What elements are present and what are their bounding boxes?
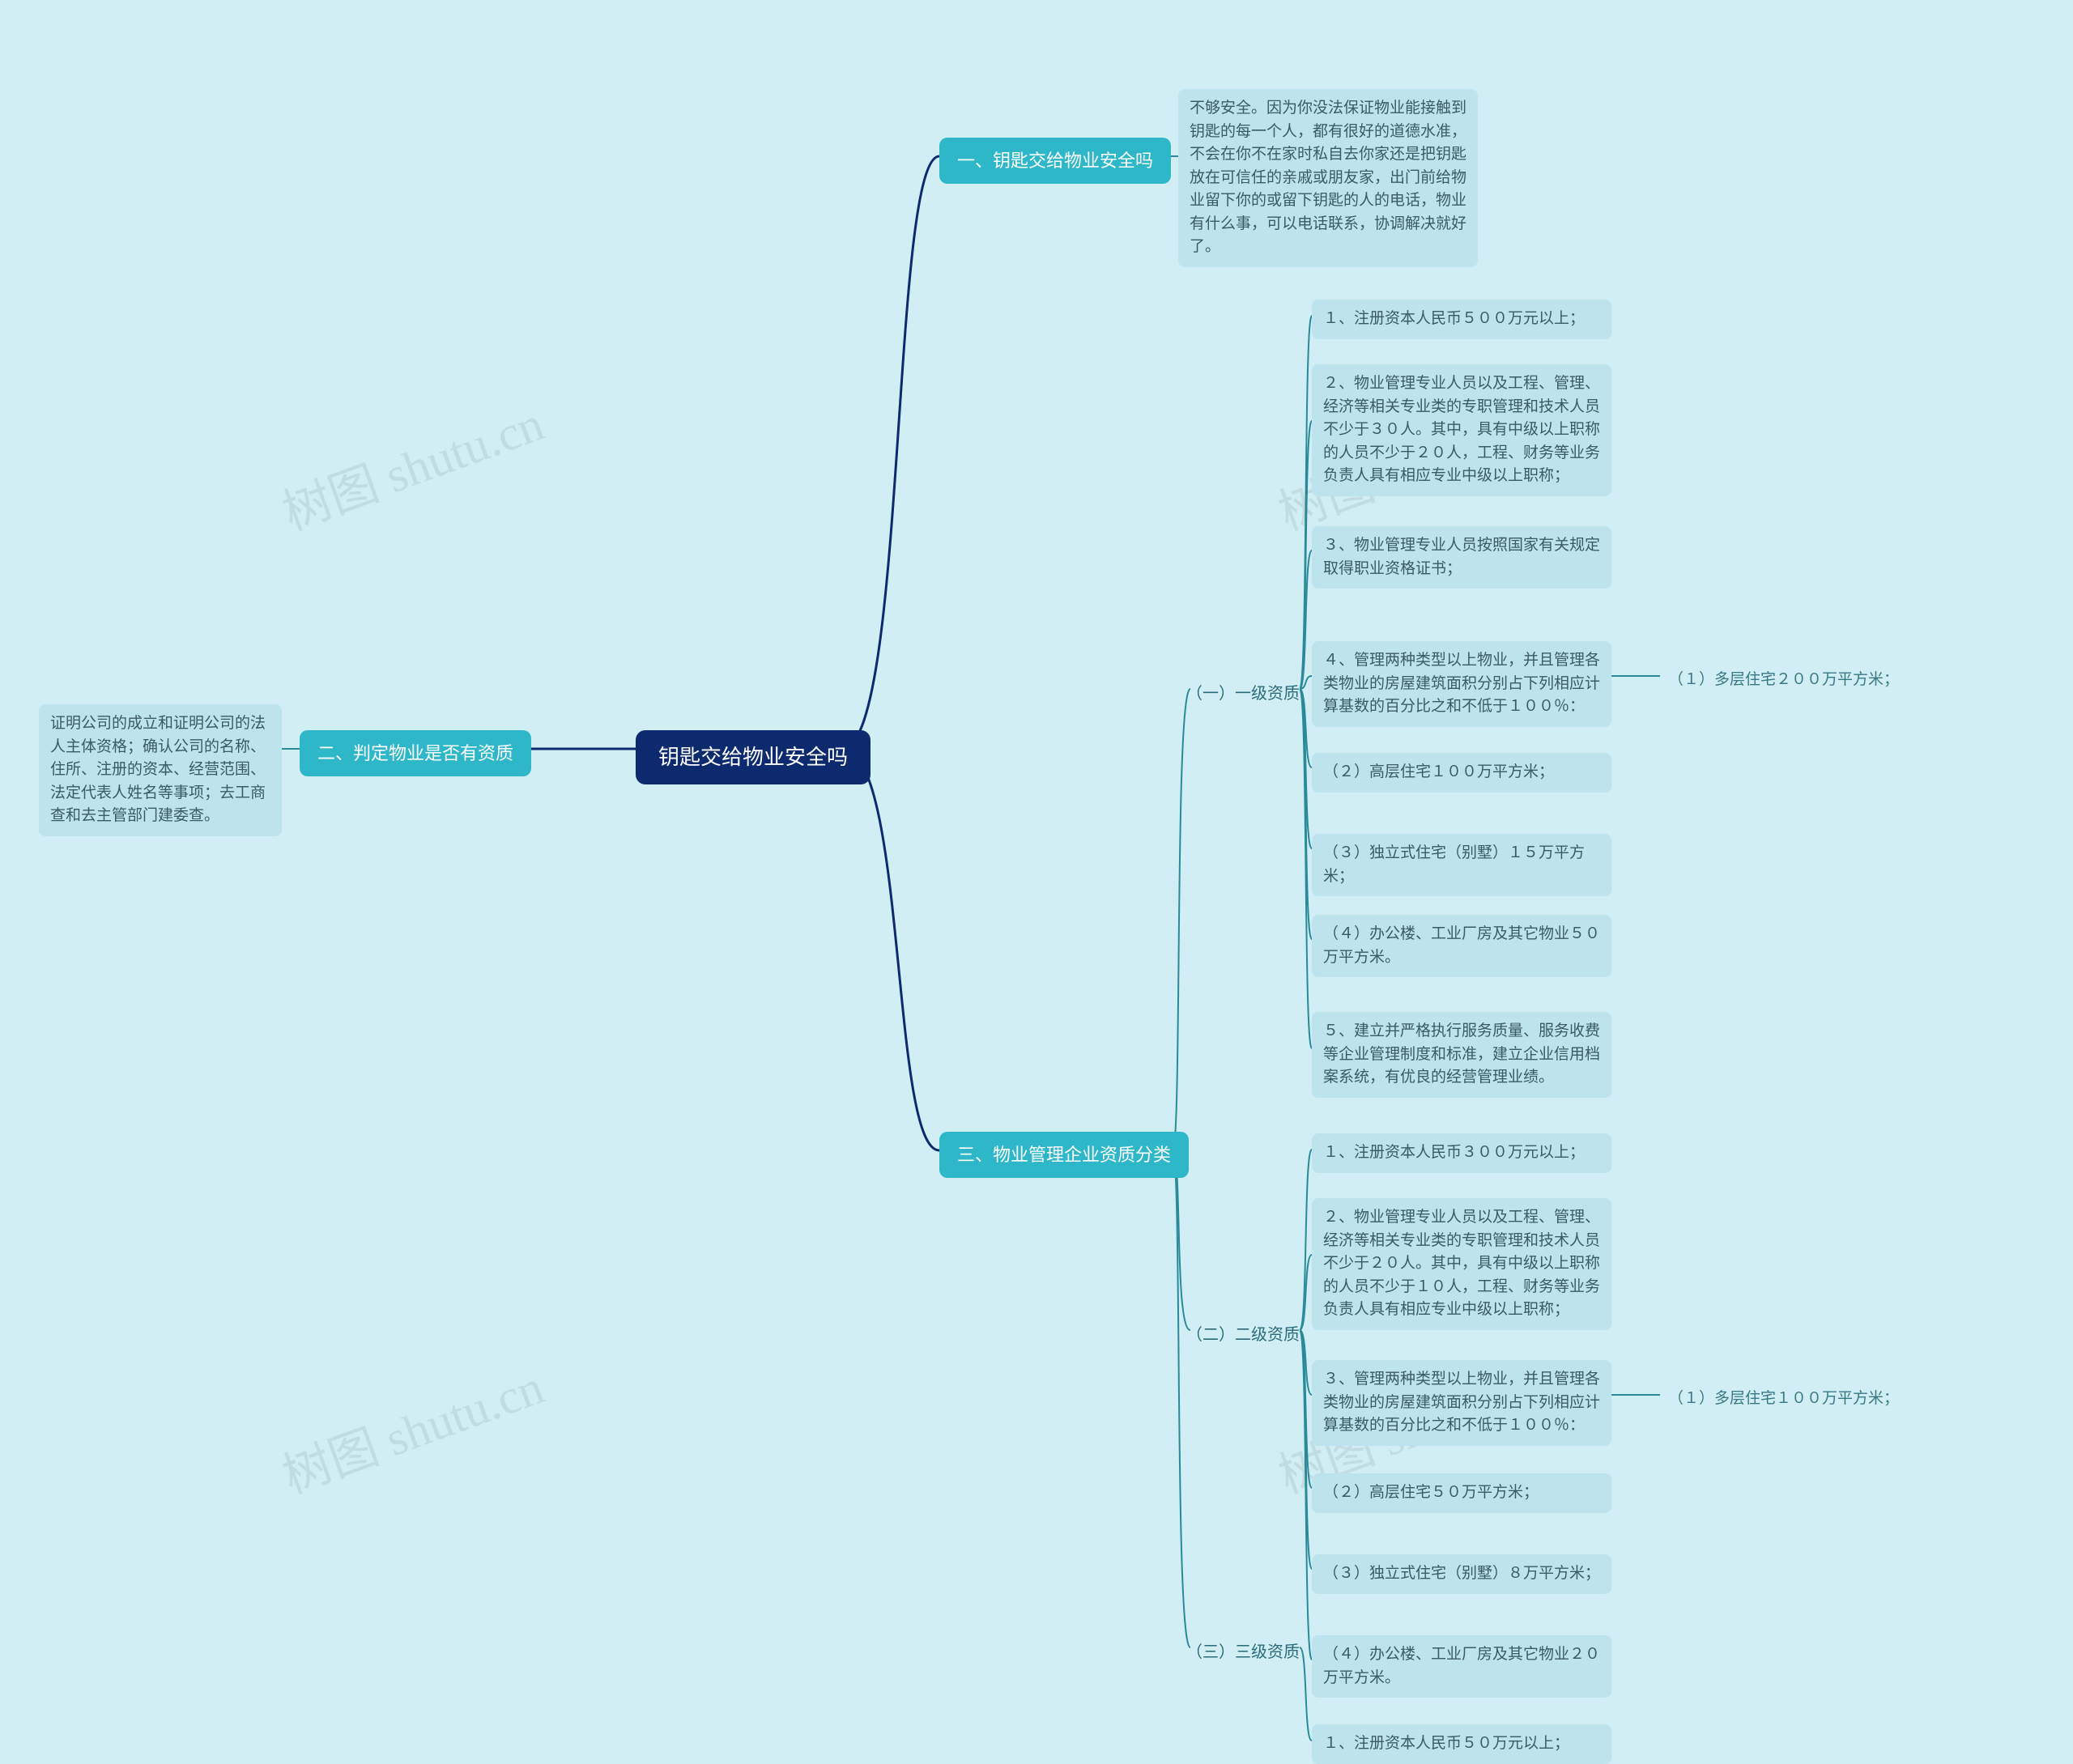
group-1-item-0: １、注册资本人民币５００万元以上； [1312,300,1611,339]
branch-2-title[interactable]: 二、判定物业是否有资质 [300,730,531,776]
group-3-label[interactable]: （三）三级资质 [1178,1635,1308,1669]
group-1-item-3-sub: （１）多层住宅２００万平方米； [1660,664,1907,697]
group-1-item-7: ５、建立并严格执行服务质量、服务收费等企业管理制度和标准，建立企业信用档案系统，… [1312,1012,1611,1098]
group-1-label[interactable]: （一）一级资质 [1178,677,1308,711]
group-2-item-0: １、注册资本人民币３００万元以上； [1312,1133,1611,1173]
watermark: 树图 shutu.cn [271,385,551,544]
branch-3-title[interactable]: 三、物业管理企业资质分类 [939,1132,1189,1178]
mindmap-connectors [0,0,2073,1761]
group-2-item-5: （４）办公楼、工业厂房及其它物业２０万平方米。 [1312,1635,1611,1698]
group-2-item-2-sub: （１）多层住宅１００万平方米； [1660,1383,1907,1416]
group-1-item-5: （３）独立式住宅（别墅）１５万平方米； [1312,834,1611,896]
branch-2-leaf: 证明公司的成立和证明公司的法人主体资格；确认公司的名称、住所、注册的资本、经营范… [39,704,282,836]
branch-1-title[interactable]: 一、钥匙交给物业安全吗 [939,138,1171,184]
group-2-label[interactable]: （二）二级资质 [1178,1318,1308,1352]
group-3-item-0: １、注册资本人民币５０万元以上； [1312,1724,1611,1764]
group-2-item-2: ３、管理两种类型以上物业，并且管理各类物业的房屋建筑面积分别占下列相应计算基数的… [1312,1360,1611,1446]
group-2-item-1: ２、物业管理专业人员以及工程、管理、经济等相关专业类的专职管理和技术人员不少于２… [1312,1198,1611,1330]
group-1-item-2: ３、物业管理专业人员按照国家有关规定取得职业资格证书； [1312,526,1611,589]
watermark: 树图 shutu.cn [271,1348,551,1507]
group-1-item-4: （２）高层住宅１００万平方米； [1312,753,1611,793]
mindmap-root[interactable]: 钥匙交给物业安全吗 [636,730,870,784]
group-1-item-6: （４）办公楼、工业厂房及其它物业５０万平方米。 [1312,915,1611,977]
group-2-item-3: （２）高层住宅５０万平方米； [1312,1473,1611,1513]
group-1-item-1: ２、物业管理专业人员以及工程、管理、经济等相关专业类的专职管理和技术人员不少于３… [1312,364,1611,496]
group-2-item-4: （３）独立式住宅（别墅）８万平方米； [1312,1554,1611,1594]
branch-1-leaf: 不够安全。因为你没法保证物业能接触到钥匙的每一个人，都有很好的道德水准，不会在你… [1178,89,1478,267]
group-1-item-3: ４、管理两种类型以上物业，并且管理各类物业的房屋建筑面积分别占下列相应计算基数的… [1312,641,1611,727]
